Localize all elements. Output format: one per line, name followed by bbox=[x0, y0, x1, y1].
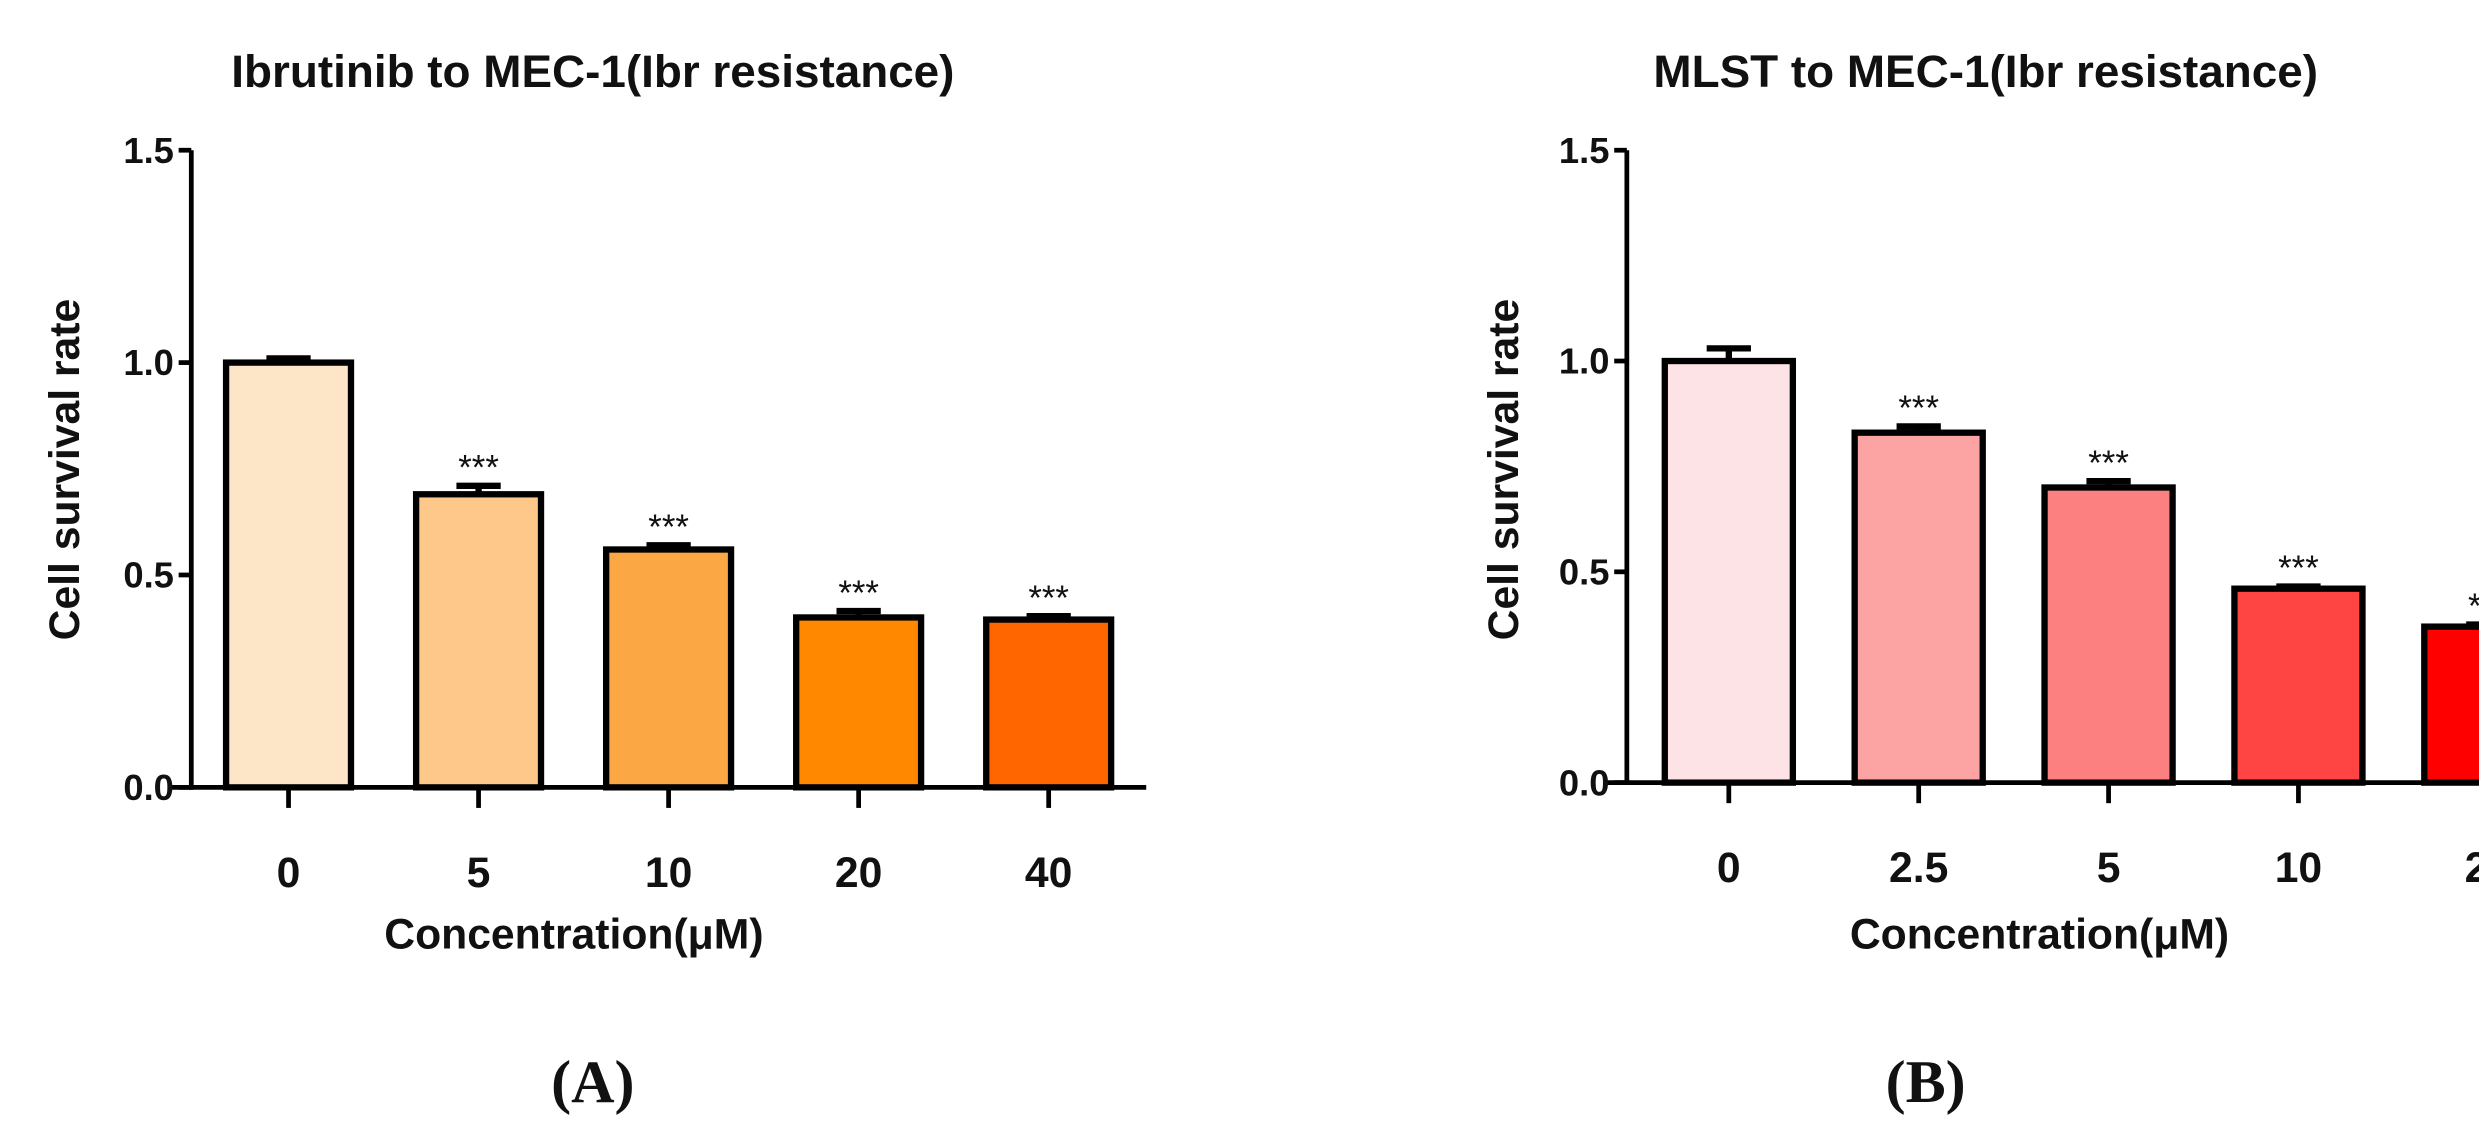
bar bbox=[2421, 623, 2479, 786]
y-tick-label: 0.5 bbox=[123, 555, 174, 596]
x-tick-label: 40 bbox=[1025, 849, 1072, 897]
chart-title: Ibrutinib to MEC-1(Ibr resistance) bbox=[231, 46, 954, 97]
bar bbox=[2041, 484, 2176, 786]
y-tick-label: 0.5 bbox=[1559, 551, 1610, 592]
significance-label: *** bbox=[458, 449, 499, 487]
bar bbox=[1851, 429, 1986, 786]
x-tick-label: 5 bbox=[2097, 844, 2121, 892]
y-axis-label: Cell survival rate bbox=[41, 299, 89, 641]
y-tick-label: 0.0 bbox=[123, 767, 174, 808]
significance-label: *** bbox=[2468, 588, 2479, 626]
significance-label: *** bbox=[648, 509, 689, 547]
bar bbox=[1661, 357, 1797, 786]
panel-label: (A) bbox=[551, 1048, 634, 1115]
x-tick-label: 0 bbox=[1717, 844, 1741, 892]
y-tick-label: 1.0 bbox=[123, 342, 174, 383]
panel-label: (B) bbox=[1886, 1048, 1966, 1115]
chart-panel-b: MLST to MEC-1(Ibr resistance) Cell survi… bbox=[1480, 46, 2479, 1115]
bar bbox=[793, 614, 925, 791]
y-tick-label: 1.5 bbox=[123, 130, 174, 171]
bar bbox=[2231, 585, 2366, 786]
x-tick-label: 5 bbox=[467, 849, 491, 897]
significance-label: *** bbox=[1898, 390, 1939, 428]
bar bbox=[602, 546, 735, 791]
plot-area: 0***2.5***5***10***20***400.00.51.01.5 bbox=[1559, 130, 2479, 892]
plot-area: 0 *** 5 *** 10 *** 20 *** 40 0.0 0.5 1.0 1.5 bbox=[123, 130, 1147, 897]
x-tick-label: 0 bbox=[277, 849, 301, 897]
x-tick-label: 20 bbox=[2465, 844, 2479, 892]
significance-label: *** bbox=[1028, 580, 1069, 618]
y-tick-label: 0.0 bbox=[1559, 762, 1610, 803]
significance-label: *** bbox=[2278, 550, 2319, 588]
x-axis-label: Concentration(μM) bbox=[1850, 911, 2229, 959]
x-axis-label: Concentration(μM) bbox=[384, 911, 763, 959]
y-tick-label: 1.5 bbox=[1559, 130, 1610, 171]
bar bbox=[983, 616, 1115, 791]
y-axis-label: Cell survival rate bbox=[1480, 299, 1528, 641]
x-tick-label: 2.5 bbox=[1889, 844, 1948, 892]
chart-panel-a: Ibrutinib to MEC-1(Ibr resistance) Cell … bbox=[41, 46, 1147, 1115]
bar bbox=[222, 359, 355, 791]
significance-label: *** bbox=[2088, 445, 2129, 483]
x-tick-label: 10 bbox=[2275, 844, 2322, 892]
x-tick-label: 20 bbox=[835, 849, 882, 897]
x-tick-label: 10 bbox=[645, 849, 692, 897]
chart-title: MLST to MEC-1(Ibr resistance) bbox=[1653, 46, 2318, 97]
bar bbox=[412, 491, 545, 791]
significance-label: *** bbox=[838, 575, 879, 613]
y-tick-label: 1.0 bbox=[1559, 341, 1610, 382]
